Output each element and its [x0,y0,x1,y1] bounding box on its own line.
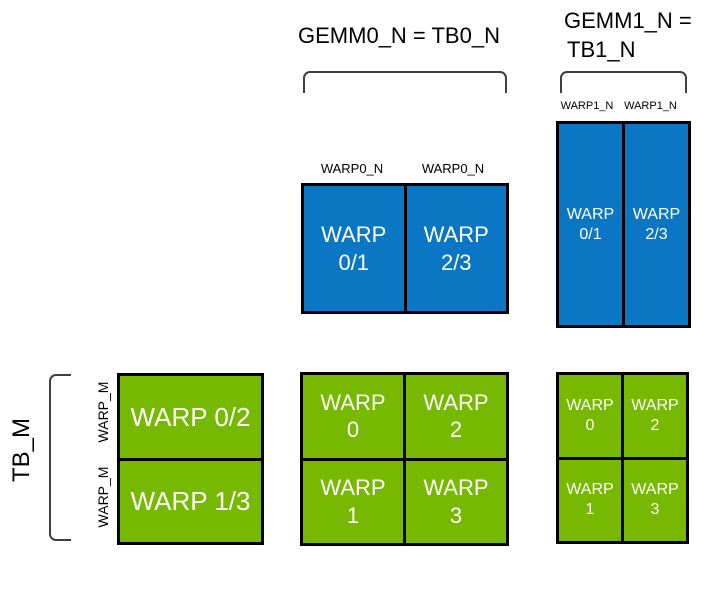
warp1-n-label-left: WARP1_N [560,100,614,112]
warp0-n-label-left: WARP0_N [320,161,384,176]
warp-cell-line1: WARP [631,481,679,499]
gemm1-c-tile: WARP 0 WARP 2 WARP 1 WARP 3 [556,372,689,544]
gemm0-c-warp-cell-0: WARP 0 [303,375,403,458]
tb-m-title: TB_M [8,418,35,483]
warp-cell-line1: WARP [566,481,614,499]
warp-cell-line1: WARP [321,222,387,247]
gemm0-c-warp-cell-3: WARP 3 [406,460,506,543]
warp-cell-line2: 2/3 [645,225,668,243]
warp-cell-line2: 0/1 [338,249,370,275]
warp-cell-line1: WARP [566,205,615,223]
gemm1-n-title-line1: GEMM1_N = [564,8,692,33]
warp-cell-line2: 1 [585,501,595,519]
warp-cell-line1: WARP [423,389,489,415]
warp-cell-line2: 3 [650,501,660,519]
a-warp-cell-02: WARP 0/2 [120,376,261,458]
gemm0-n-title: GEMM0_N = TB0_N [298,23,500,48]
warp-cell-line1: WARP [423,475,489,501]
warp-m-label-top: WARP_M [95,381,111,443]
gemm1-b-warp-cell-23: WARP 2/3 [625,124,688,325]
gemm0-n-bracket [303,71,507,93]
warp-cell-line2: 0/1 [579,225,602,243]
warp-cell-label: WARP 0/2 [130,401,251,432]
warp-cell-line2: 3 [449,502,463,528]
a-warp-cell-13: WARP 1/3 [120,460,261,542]
warp-cell-line2: 2 [650,416,660,434]
gemm0-c-warp-cell-2: WARP 2 [406,375,506,458]
gemm1-c-warp-cell-1: WARP 1 [559,459,621,541]
tb-m-bracket [49,374,71,541]
gemm1-c-warp-cell-2: WARP 2 [624,375,686,457]
warp-cell-line1: WARP [320,389,386,415]
warp-cell-line2: 1 [346,502,360,528]
warp-cell-line1: WARP [631,396,679,414]
warp-cell-line1: WARP [423,222,489,247]
warp-cell-label: WARP 1/3 [130,486,251,516]
gemm1-c-warp-cell-0: WARP 0 [559,375,621,457]
warp-cell-line1: WARP [566,396,614,414]
gemm0-b-warp-cell-23: WARP 2/3 [406,186,506,311]
gemm1-n-bracket [560,71,687,93]
gemm0-b-tile: WARP 0/1 WARP 2/3 [301,183,509,314]
warp-cell-line1: WARP [632,205,681,223]
warp-cell-line2: 2/3 [440,249,472,275]
warp-cell-line2: 0 [585,416,595,434]
gemm1-b-tile: WARP 0/1 WARP 2/3 [556,121,691,328]
gemm1-n-title: GEMM1_N = TB1_N [564,6,714,64]
warp0-n-label-right: WARP0_N [421,161,485,176]
gemm1-b-warp-cell-01: WARP 0/1 [559,124,622,325]
a-tile: WARP 0/2 WARP 1/3 [117,373,264,545]
warp1-n-label-right: WARP1_N [624,100,677,112]
gemm1-c-warp-cell-3: WARP 3 [624,459,686,541]
gemm1-n-title-line2: TB1_N [567,37,636,62]
warp-m-label-bottom: WARP_M [95,466,111,528]
gemm0-b-warp-cell-01: WARP 0/1 [304,186,404,311]
warp-cell-line2: 2 [449,417,463,443]
warp-cell-line2: 0 [346,417,360,443]
warp-cell-line1: WARP [320,475,386,501]
gemm0-c-warp-cell-1: WARP 1 [303,460,403,543]
gemm0-c-tile: WARP 0 WARP 2 WARP 1 WARP 3 [300,372,509,546]
